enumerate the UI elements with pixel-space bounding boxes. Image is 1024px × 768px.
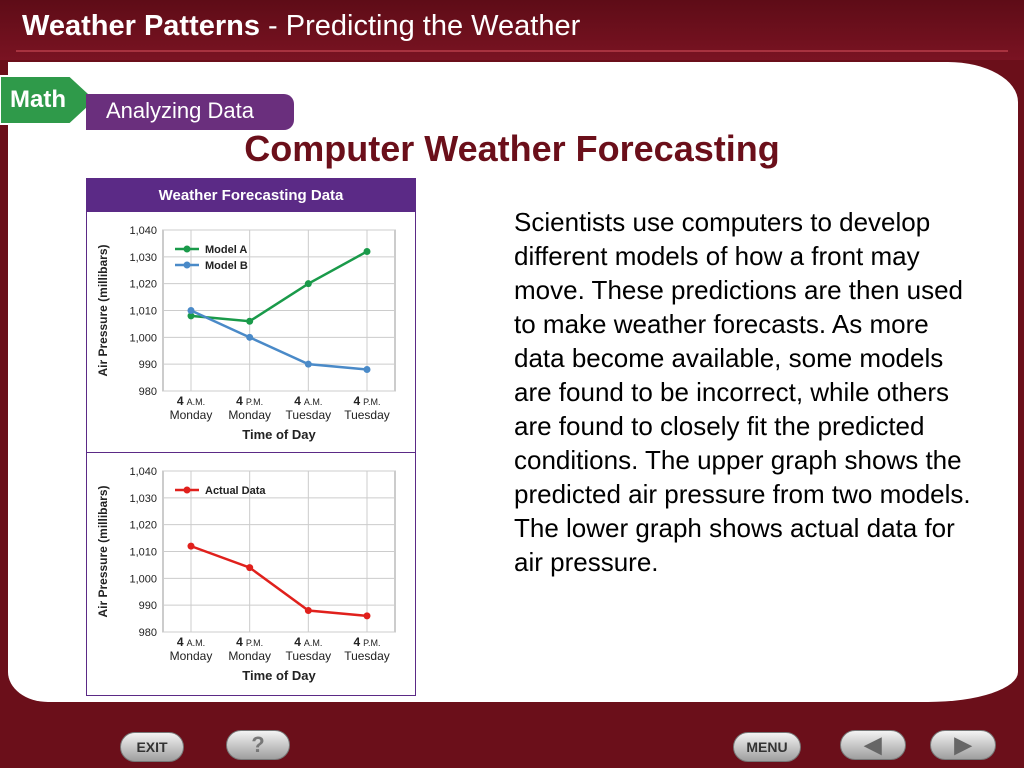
y-tick-label: 1,020 [129, 279, 157, 291]
x-tick-hour: 4 [294, 635, 301, 649]
presentation-title: Weather Patterns - Predicting the Weathe… [22, 10, 580, 43]
legend-label: Model B [205, 260, 248, 272]
x-tick-ampm: A.M. [187, 638, 206, 648]
exit-button[interactable]: EXIT [120, 732, 184, 762]
x-axis-label: Time of Day [242, 668, 316, 683]
x-axis-label: Time of Day [242, 427, 316, 442]
body-text: Scientists use computers to develop diff… [514, 207, 971, 577]
data-point [187, 542, 195, 550]
y-tick-label: 980 [139, 627, 157, 639]
data-point [187, 312, 195, 320]
x-tick-day: Monday [228, 408, 271, 422]
x-tick-label: 4 A.M. [294, 635, 322, 649]
x-tick-day: Tuesday [286, 408, 332, 422]
y-axis-label: Air Pressure (millibars) [96, 485, 110, 617]
y-tick-label: 1,000 [129, 573, 157, 585]
x-tick-label: 4 A.M. [177, 635, 205, 649]
x-tick-ampm: P.M. [246, 397, 263, 407]
x-tick-hour: 4 [294, 394, 301, 408]
next-arrow-icon[interactable]: ▶ [930, 730, 996, 760]
y-tick-label: 990 [139, 600, 157, 612]
x-tick-label: 4 P.M. [353, 635, 380, 649]
previous-arrow-icon[interactable]: ◀ [840, 730, 906, 760]
x-tick-hour: 4 [353, 635, 360, 649]
x-tick-label: 4 P.M. [236, 394, 263, 408]
series-line [190, 250, 368, 323]
legend-label: Model A [205, 244, 247, 256]
data-point [363, 366, 371, 374]
slide-title: Computer Weather Forecasting [244, 128, 780, 169]
y-tick-label: 1,010 [129, 306, 157, 318]
y-tick-label: 1,030 [129, 493, 157, 505]
title-bold: Weather Patterns [22, 10, 260, 42]
chart-frame: Weather Forecasting Data 980 990 1,000 1,01… [86, 178, 416, 696]
x-tick-day: Monday [170, 408, 213, 422]
x-tick-ampm: P.M. [246, 638, 263, 648]
x-tick-ampm: A.M. [187, 397, 206, 407]
data-point [363, 612, 371, 620]
x-tick-hour: 4 [353, 394, 360, 408]
data-point [304, 280, 312, 288]
legend-marker [183, 245, 191, 253]
x-tick-hour: 4 [236, 635, 243, 649]
series-line [190, 544, 368, 618]
legend-marker [183, 261, 191, 269]
y-tick-label: 1,010 [129, 547, 157, 559]
data-point [187, 307, 195, 314]
x-tick-ampm: A.M. [304, 638, 323, 648]
x-tick-day: Monday [228, 649, 271, 663]
y-axis-label: Air Pressure (millibars) [96, 244, 110, 376]
y-tick-label: 1,040 [129, 466, 157, 478]
x-tick-ampm: A.M. [304, 397, 323, 407]
x-tick-day: Tuesday [286, 649, 332, 663]
y-tick-label: 1,020 [129, 520, 157, 532]
y-tick-label: 1,000 [129, 332, 157, 344]
x-tick-ampm: P.M. [363, 397, 380, 407]
x-tick-hour: 4 [177, 635, 184, 649]
analyzing-data-label: Analyzing Data [106, 98, 254, 123]
y-tick-label: 1,040 [129, 225, 157, 237]
x-tick-label: 4 P.M. [236, 635, 263, 649]
x-tick-label: 4 A.M. [294, 394, 322, 408]
data-point [304, 607, 312, 615]
x-tick-hour: 4 [236, 394, 243, 408]
x-tick-hour: 4 [177, 394, 184, 408]
chart-divider [87, 452, 415, 453]
data-point [304, 360, 312, 368]
x-tick-day: Monday [170, 649, 213, 663]
x-tick-label: 4 P.M. [353, 394, 380, 408]
analyzing-data-bar [86, 94, 294, 130]
x-tick-day: Tuesday [344, 408, 390, 422]
x-tick-day: Tuesday [344, 649, 390, 663]
title-subtitle: - Predicting the Weather [260, 10, 581, 42]
math-arrow-icon [0, 75, 96, 125]
legend-label: Actual Data [205, 485, 266, 497]
x-tick-ampm: P.M. [363, 638, 380, 648]
header-divider [16, 50, 1008, 52]
series-line [190, 309, 368, 371]
data-point [246, 333, 254, 341]
y-tick-label: 980 [139, 386, 157, 398]
legend-marker [183, 486, 191, 494]
y-tick-label: 1,030 [129, 252, 157, 264]
math-badge-label: Math [10, 86, 66, 113]
chart-banner: Weather Forecasting Data [87, 179, 415, 212]
menu-button[interactable]: MENU [733, 732, 801, 762]
help-button[interactable]: ? [226, 730, 290, 760]
data-point [363, 247, 371, 255]
x-tick-label: 4 A.M. [177, 394, 205, 408]
header-bar: Weather Patterns - Predicting the Weathe… [0, 0, 1024, 60]
y-tick-label: 990 [139, 359, 157, 371]
data-point [246, 564, 254, 572]
data-point [246, 317, 254, 325]
